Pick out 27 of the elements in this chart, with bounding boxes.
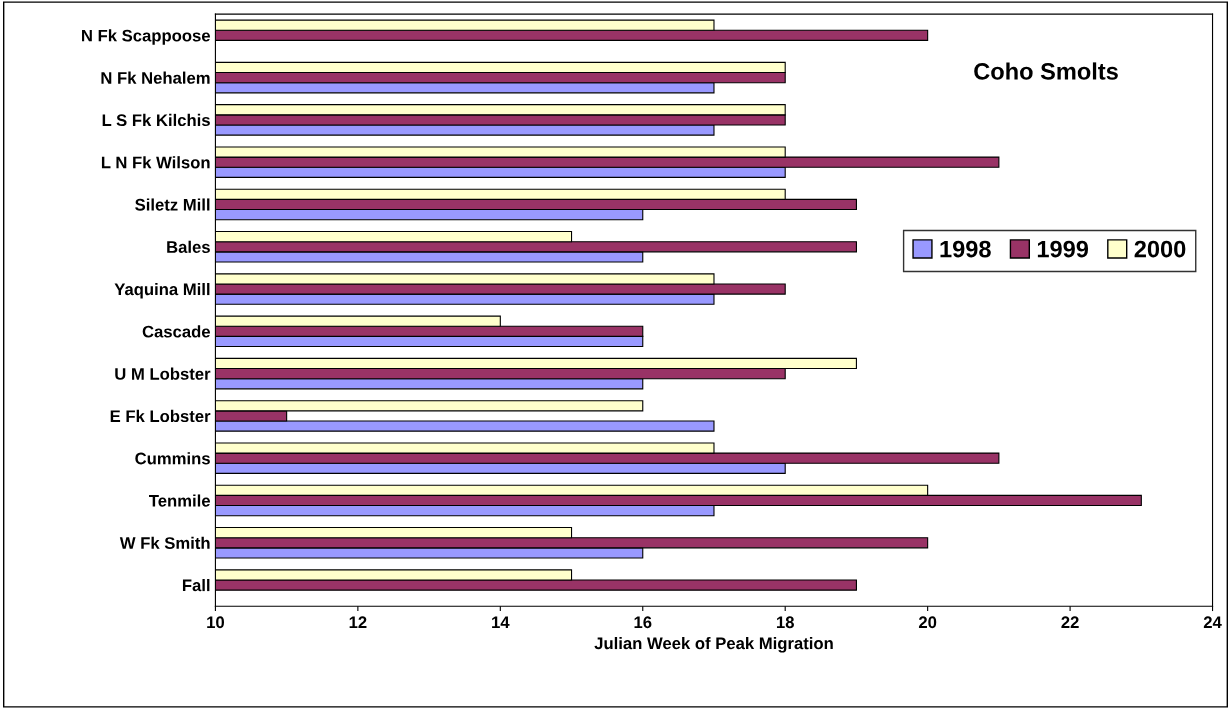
x-axis-title: Julian Week of Peak Migration	[594, 637, 833, 653]
text: Coho Smolts	[974, 62, 1118, 80]
y-tick-label: L N Fk Wilson	[101, 156, 210, 169]
y-tick-label: Cummins	[135, 452, 210, 465]
x-tick-label: 12	[349, 616, 367, 628]
legend-label: 1999	[1037, 240, 1089, 258]
y-tick-label: N Fk Nehalem	[101, 71, 210, 84]
x-tick-label: 18	[776, 616, 794, 629]
y-tick-label: L S Fk Kilchis	[102, 113, 210, 127]
x-tick-label: 16	[634, 616, 652, 629]
x-tick-label: 24	[1203, 616, 1222, 628]
y-tick-label: Fall	[182, 579, 210, 592]
y-tick-label: Yaquina Mill	[114, 283, 210, 299]
y-tick-label: Siletz Mill	[135, 198, 210, 211]
y-tick-label: W Fk Smith	[119, 536, 210, 549]
x-tick-label: 10	[207, 616, 225, 629]
y-tick-label: Cascade	[142, 325, 210, 338]
y-tick-label: E Fk Lobster	[110, 409, 211, 423]
x-tick-label: 14	[492, 616, 510, 628]
y-tick-label: Tenmile	[149, 494, 210, 507]
y-tick-label: U M Lobster	[115, 367, 211, 380]
x-tick-label: 22	[1061, 616, 1079, 628]
y-tick-label: N Fk Scappoose	[82, 29, 210, 45]
x-tick-label: 20	[918, 616, 937, 629]
legend-label: 1998	[940, 240, 991, 258]
y-tick-label: Bales	[167, 240, 210, 253]
legend-label: 2000	[1134, 240, 1186, 258]
